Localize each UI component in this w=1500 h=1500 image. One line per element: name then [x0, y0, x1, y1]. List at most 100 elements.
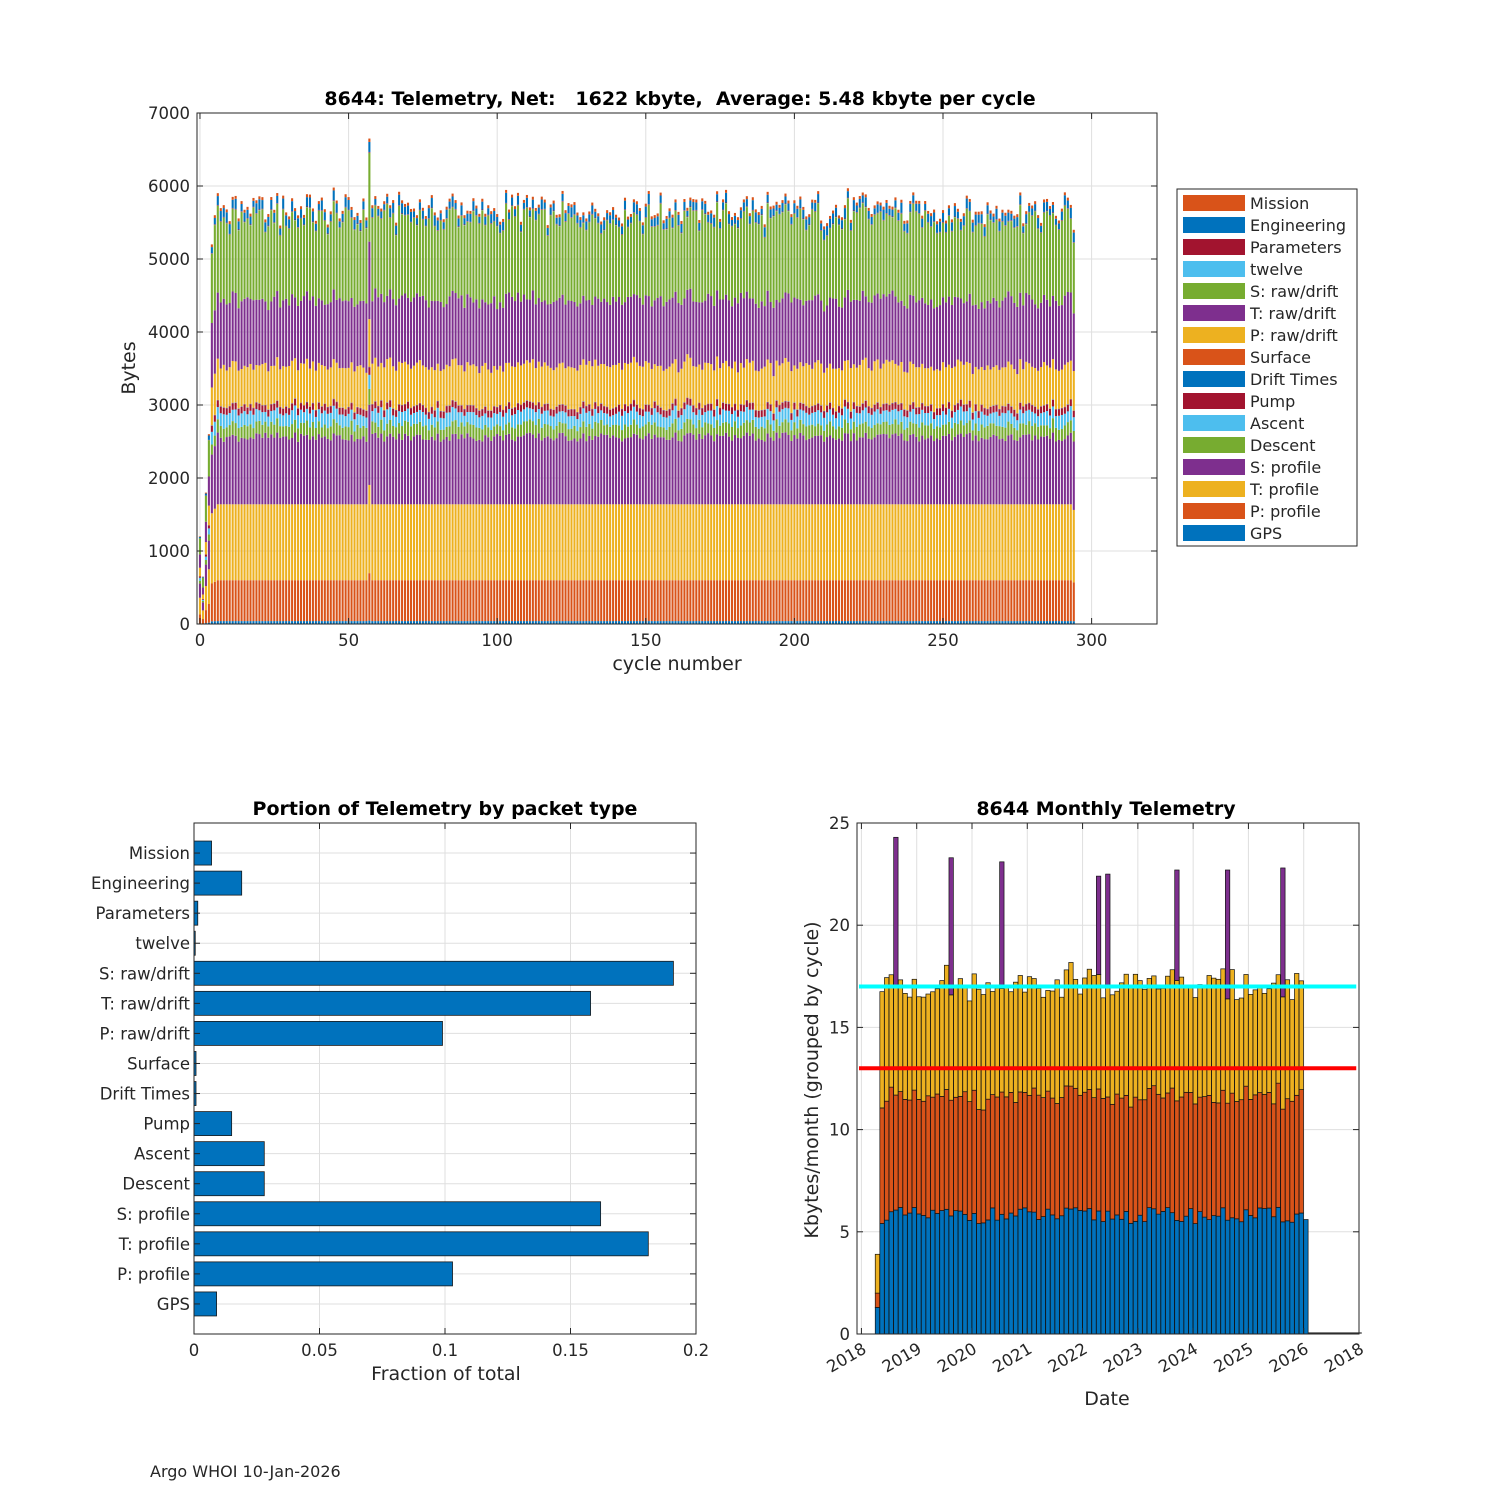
- cycle-bar-ascent: [508, 408, 511, 423]
- cycle-bar-p-profile: [273, 580, 276, 622]
- monthly-bar-segment: [893, 984, 899, 1096]
- cycle-bar-pump: [683, 402, 686, 410]
- cycle-bar-pump: [490, 410, 493, 418]
- cycle-bar-parameters: [992, 222, 995, 223]
- cycle-bar-parameters: [834, 216, 838, 217]
- cycle-bar-descent: [600, 420, 603, 434]
- cycle-bar-p-profile: [1034, 580, 1037, 622]
- cycle-bar-gps: [647, 621, 650, 624]
- cycle-bar-pump: [294, 398, 297, 406]
- cycle-bar-p-profile: [320, 580, 323, 622]
- cycle-bar-gps: [362, 621, 365, 624]
- cycle-bar-descent: [918, 427, 921, 442]
- cycle-bar-parameters: [837, 224, 841, 225]
- cycle-bar-s-profile: [858, 437, 861, 505]
- legend-label: Drift Times: [1250, 370, 1338, 389]
- cycle-bar-s-profile: [778, 438, 781, 505]
- cycle-bar-pump: [1022, 406, 1025, 414]
- cycle-bar-s-profile: [986, 439, 989, 505]
- cycle-bar-descent: [380, 419, 383, 434]
- cycle-bar-descent: [840, 427, 843, 441]
- cycle-bar-gps: [1007, 621, 1010, 624]
- cycle-bar-mission: [567, 203, 570, 206]
- cycle-bar-pump: [496, 407, 499, 414]
- cycle-bar-s-profile: [671, 437, 674, 505]
- cycle-bar-p-raw-drift: [216, 358, 219, 400]
- cycle-bar-t-profile: [840, 504, 843, 581]
- cycle-bar-t-raw-drift: [457, 298, 460, 366]
- cycle-bar-descent: [683, 422, 686, 436]
- cycle-bar-gps: [736, 621, 739, 624]
- cycle-bar-s-raw-drift: [404, 215, 407, 294]
- cycle-bar-parameters: [389, 217, 392, 218]
- cycle-bar-s-raw-drift: [1054, 225, 1057, 301]
- cycle-bar-parameters: [231, 207, 234, 209]
- cycle-bar-descent: [561, 423, 564, 433]
- cycle-bar-pump: [781, 402, 784, 410]
- cycle-bar-p-raw-drift: [849, 368, 852, 412]
- cycle-bar-gps: [870, 621, 873, 624]
- cycle-bar-engineering: [947, 208, 950, 216]
- cycle-bar-p-raw-drift: [906, 372, 909, 411]
- cycle-bar-parameters: [1072, 242, 1075, 243]
- cycle-bar-pump: [380, 400, 383, 408]
- cycle-bar-gps: [933, 621, 936, 624]
- cycle-bar-pump: [528, 401, 531, 409]
- cycle-bar-s-profile: [567, 440, 570, 505]
- cycle-bar-s-profile: [549, 438, 552, 505]
- cycle-bar-p-profile: [891, 580, 894, 622]
- cycle-bar-gps: [626, 621, 629, 624]
- cycle-bar-t-raw-drift: [677, 303, 680, 373]
- cycle-bar-descent: [377, 426, 380, 438]
- cycle-bar-t-profile: [243, 504, 246, 581]
- cycle-bar-ascent: [641, 416, 644, 427]
- cycle-bar-t-raw-drift: [909, 294, 912, 362]
- cycle-bar-s-profile: [457, 439, 460, 505]
- cycle-bar-t-profile: [719, 504, 722, 581]
- cycle-bar-t-profile: [730, 504, 734, 581]
- cycle-bar-t-raw-drift: [861, 290, 864, 360]
- cycle-bar-p-raw-drift: [778, 365, 781, 405]
- cycle-bar-engineering: [561, 193, 564, 201]
- cycle-bar-s-profile: [766, 433, 769, 505]
- cycle-bar-p-profile: [757, 580, 760, 622]
- cycle-bar-mission: [820, 220, 823, 224]
- cycle-bar-mission: [1054, 215, 1057, 219]
- cycle-bar-pump: [829, 402, 832, 410]
- cycle-bar-descent: [707, 423, 710, 434]
- cycle-bar-mission: [502, 218, 505, 222]
- cycle-bar-s-profile: [1057, 439, 1060, 505]
- cycle-bar-descent: [704, 422, 707, 436]
- cycle-bar-p-profile: [751, 580, 754, 622]
- cycle-bar-s-raw-drift: [793, 213, 796, 298]
- cycle-bar-p-profile: [249, 580, 252, 622]
- cycle-bar-mission: [846, 188, 849, 192]
- cycle-bar-gps: [1066, 621, 1069, 624]
- cycle-bar-p-raw-drift: [344, 368, 347, 409]
- cycle-bar-gps: [365, 621, 368, 624]
- cycle-bar-s-raw-drift: [362, 210, 365, 301]
- cycle-bar-p-profile: [1007, 580, 1010, 622]
- cycle-bar-s-raw-drift: [582, 223, 585, 296]
- cycle-bar-gps: [826, 621, 829, 624]
- cycle-bar-t-raw-drift: [255, 299, 258, 366]
- cycle-bar-p-raw-drift: [365, 372, 368, 411]
- cycle-bar-s-raw-drift: [781, 212, 784, 299]
- cycle-bar-descent: [418, 421, 421, 435]
- cycle-bar-engineering: [620, 226, 624, 234]
- cycle-bar-t-profile: [219, 504, 222, 581]
- cycle-bar-descent: [811, 424, 814, 438]
- cycle-bar-s-raw-drift: [427, 218, 430, 308]
- cycle-bar-mission: [389, 205, 392, 209]
- cycle-bar-parameters: [933, 221, 936, 222]
- cycle-bar-t-profile: [971, 504, 974, 581]
- cycle-bar-p-profile: [555, 580, 558, 622]
- cycle-bar-t-raw-drift: [430, 300, 433, 368]
- cycle-bar-t-profile: [392, 504, 395, 581]
- cycle-bar-gps: [237, 621, 240, 624]
- cycle-bar-parameters: [567, 213, 570, 214]
- cycle-bar-t-profile: [213, 508, 216, 582]
- cycle-bar-ascent: [582, 408, 585, 422]
- cycle-bar-t-profile: [977, 504, 980, 581]
- cycle-bar-t-profile: [796, 504, 799, 581]
